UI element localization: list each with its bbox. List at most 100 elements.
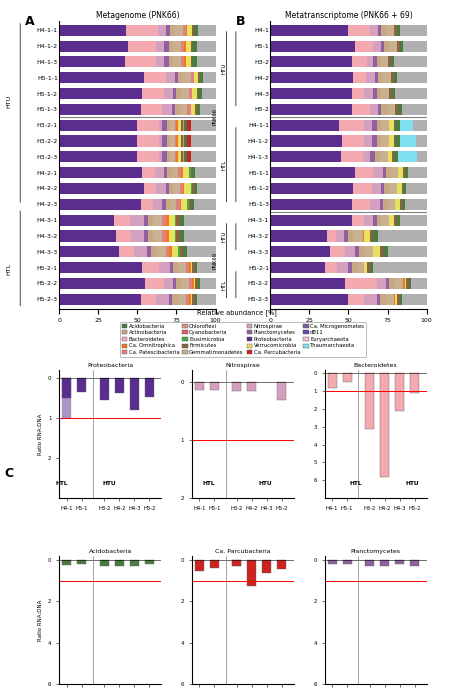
Bar [192, 167, 195, 178]
Bar [173, 41, 181, 52]
Bar [163, 215, 165, 226]
Bar [167, 167, 172, 178]
Title: Acidobacteria: Acidobacteria [89, 549, 132, 554]
Text: A: A [25, 15, 35, 28]
Bar [358, 262, 364, 273]
Bar [346, 278, 376, 289]
Bar [380, 560, 389, 566]
Bar [397, 72, 427, 83]
Bar [144, 230, 148, 242]
Bar [376, 215, 381, 226]
Bar [176, 278, 181, 289]
Bar [277, 560, 286, 569]
Bar [375, 151, 380, 162]
Bar [355, 167, 374, 178]
Bar [348, 230, 353, 242]
Bar [381, 41, 384, 52]
Bar [153, 199, 163, 210]
Bar [384, 41, 389, 52]
Bar [372, 120, 376, 131]
Bar [403, 167, 405, 178]
Bar [401, 183, 403, 194]
Bar [184, 151, 187, 162]
Bar [170, 120, 175, 131]
Bar [341, 151, 363, 162]
Bar [183, 151, 184, 162]
Bar [189, 88, 192, 99]
Bar [200, 278, 216, 289]
Bar [186, 25, 187, 36]
Title: Bacteroidetes: Bacteroidetes [354, 363, 397, 368]
Title: Ca. Parcubacteria: Ca. Parcubacteria [215, 549, 271, 554]
Bar [194, 199, 216, 210]
Bar [59, 230, 116, 242]
Bar [169, 230, 175, 242]
Bar [59, 246, 118, 257]
Bar [180, 199, 181, 210]
Bar [197, 183, 216, 194]
Y-axis label: Ratio RNA:DNA: Ratio RNA:DNA [37, 413, 43, 455]
Bar [400, 25, 427, 36]
Bar [145, 560, 154, 564]
Bar [178, 167, 181, 178]
Bar [383, 167, 386, 178]
Bar [59, 104, 140, 115]
Bar [145, 278, 164, 289]
Bar [365, 72, 375, 83]
Bar [118, 246, 134, 257]
Bar [394, 57, 427, 68]
Bar [199, 278, 200, 289]
Bar [370, 25, 378, 36]
Bar [376, 88, 381, 99]
Bar [364, 230, 370, 242]
Bar [417, 151, 427, 162]
Bar [364, 262, 367, 273]
Bar [176, 135, 178, 146]
Bar [178, 262, 186, 273]
Bar [192, 278, 194, 289]
Bar [142, 262, 159, 273]
Bar [197, 88, 199, 99]
Bar [165, 199, 170, 210]
Bar [389, 135, 394, 146]
Bar [183, 167, 189, 178]
Bar [192, 183, 194, 194]
Bar [199, 88, 201, 99]
Bar [159, 262, 170, 273]
Text: HTL: HTL [202, 481, 215, 486]
Bar [348, 25, 370, 36]
Bar [178, 120, 181, 131]
Bar [405, 199, 427, 210]
Bar [131, 230, 144, 242]
Bar [186, 57, 191, 68]
Bar [353, 72, 365, 83]
Bar [77, 378, 86, 392]
Bar [191, 104, 195, 115]
Text: HTU: HTU [221, 231, 227, 243]
Bar [175, 230, 176, 242]
Bar [165, 246, 169, 257]
Bar [194, 278, 195, 289]
Bar [181, 151, 183, 162]
Bar [270, 151, 341, 162]
Bar [62, 378, 71, 418]
Bar [380, 199, 383, 210]
Bar [394, 215, 397, 226]
Bar [115, 378, 124, 393]
Bar [165, 215, 169, 226]
Bar [183, 246, 187, 257]
Bar [191, 151, 216, 162]
Bar [178, 135, 181, 146]
Bar [388, 151, 392, 162]
Bar [156, 246, 165, 257]
Bar [183, 120, 184, 131]
Bar [270, 104, 352, 115]
Bar [184, 41, 186, 52]
Bar [348, 294, 364, 305]
Bar [388, 246, 427, 257]
Text: C: C [5, 467, 14, 480]
Bar [372, 135, 376, 146]
Bar [142, 88, 164, 99]
Bar [374, 215, 376, 226]
Bar [374, 262, 427, 273]
